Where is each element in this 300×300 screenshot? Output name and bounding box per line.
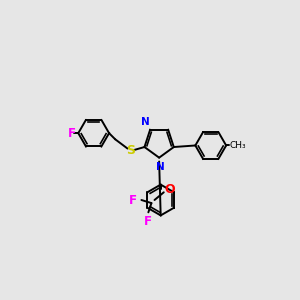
Text: N: N xyxy=(156,162,165,172)
Text: O: O xyxy=(165,183,175,196)
Text: N: N xyxy=(141,117,150,127)
Text: CH₃: CH₃ xyxy=(230,141,247,150)
Text: F: F xyxy=(129,194,137,206)
Text: F: F xyxy=(144,215,152,228)
Text: S: S xyxy=(126,144,135,157)
Text: F: F xyxy=(68,127,76,140)
